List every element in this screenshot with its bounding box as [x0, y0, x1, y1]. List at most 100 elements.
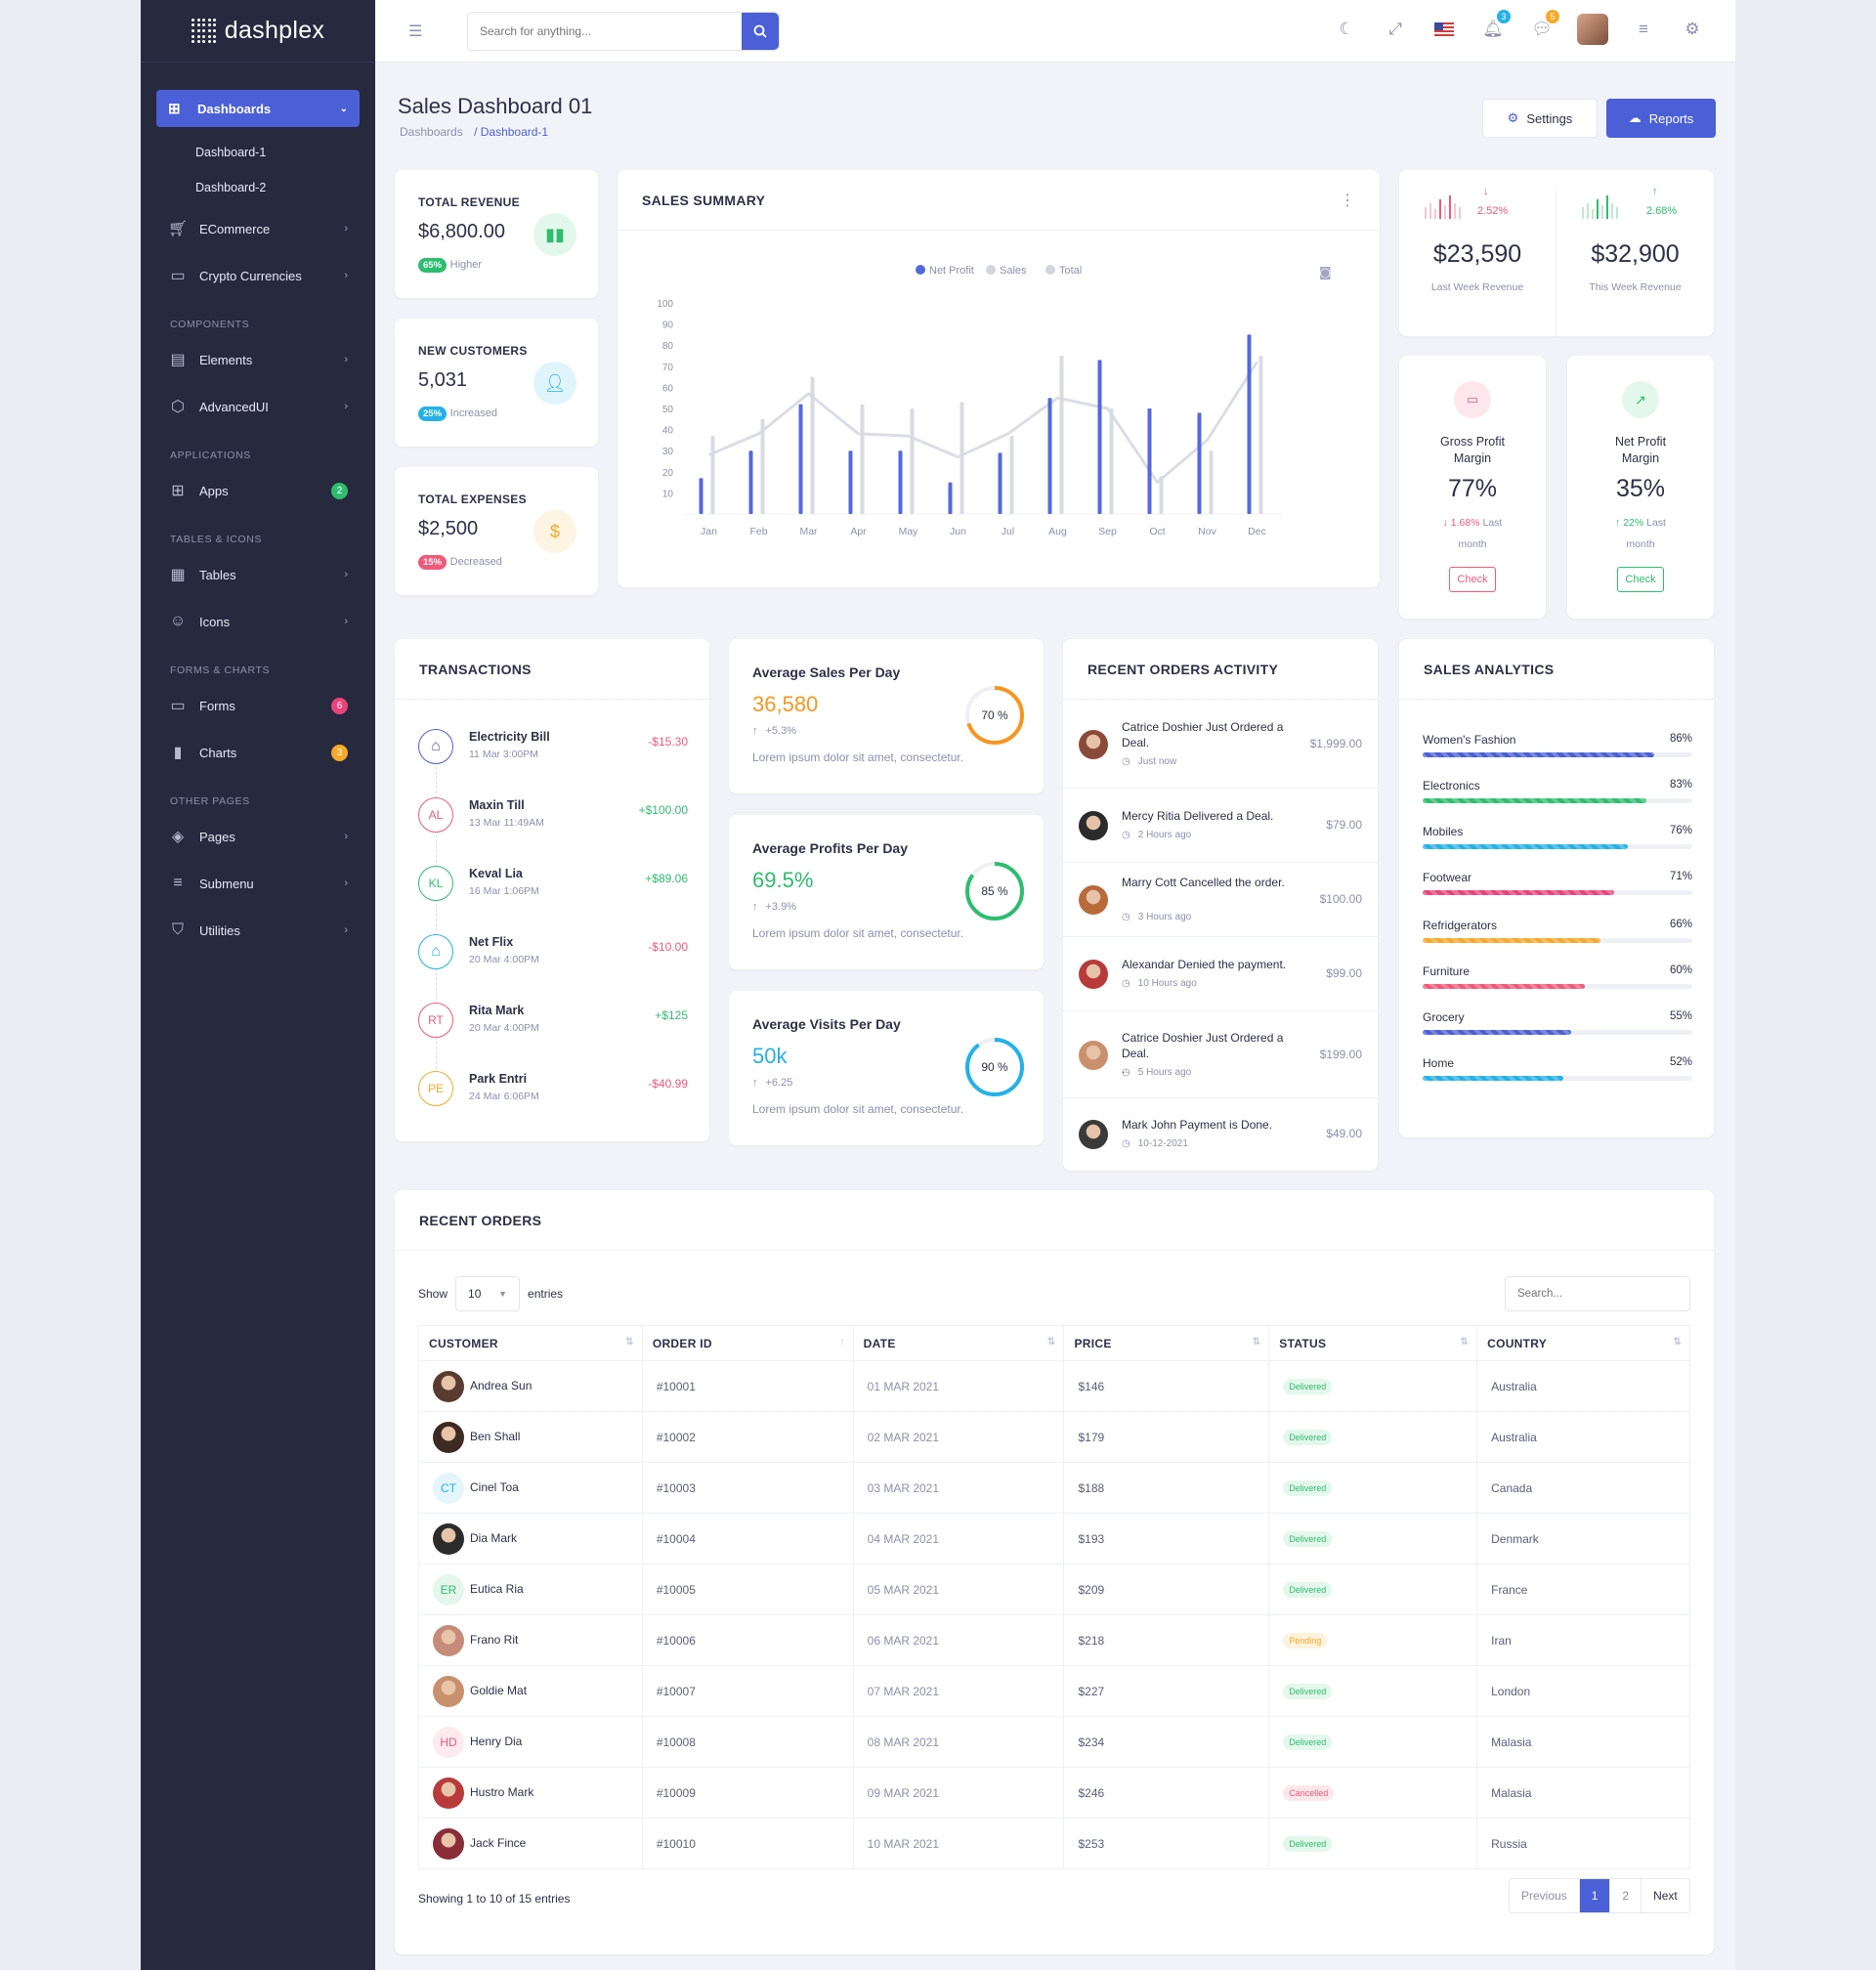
settings-button[interactable]: ⚙ Settings	[1482, 99, 1598, 138]
sidebar-item-charts[interactable]: ▮ Charts 3	[156, 729, 360, 776]
column-header[interactable]: CUSTOMER ⇅	[418, 1325, 643, 1361]
sidebar-item-ecommerce[interactable]: 🛒︎ ECommerce ›	[156, 205, 360, 252]
change-label: 2.68%	[1646, 205, 1678, 217]
sidebar-item-dashboards[interactable]: ⊞ Dashboards ⌄	[156, 90, 360, 127]
sidebar-toggle-icon[interactable]: ☰	[408, 23, 423, 40]
sidebar-item-label: Submenu	[199, 876, 254, 891]
bell-icon[interactable]: 🔔︎ 3	[1479, 10, 1511, 43]
bar-sales	[910, 408, 915, 514]
activity-row[interactable]: Catrice Doshier Just Ordered a Deal.. ◷ 5 …	[1063, 1011, 1378, 1098]
sidebar-item-crypto[interactable]: ▭ Crypto Currencies ›	[156, 252, 360, 299]
pagination-next[interactable]: Next	[1653, 1889, 1678, 1903]
transaction-row[interactable]: KL Keval Lia 16 Mar 1:06PM +$89.06	[418, 864, 688, 903]
transaction-name: Net Flix	[469, 935, 514, 949]
margin-value: 35%	[1615, 475, 1666, 502]
mini-bar-chart-icon	[1425, 195, 1461, 219]
sidebar-section-title: FORMS & CHARTS	[170, 664, 271, 676]
sidebar-item-advancedui[interactable]: ⬡ AdvancedUI ›	[156, 383, 360, 430]
sidebar-item-label: Utilities	[199, 922, 240, 938]
order-id: #10007	[641, 1665, 854, 1717]
sidebar-item-submenu[interactable]: ≡ Submenu ›	[156, 860, 360, 907]
table-row[interactable]: Frano Rit #10006 06 MAR 2021 $218 Pending Ira…	[418, 1614, 1690, 1666]
sidebar-item-elements[interactable]: ▤ Elements ›	[156, 336, 360, 383]
user-avatar[interactable]	[1577, 14, 1608, 45]
table-row[interactable]: Hustro Mark #10009 09 MAR 2021 $246 Cancelle…	[418, 1767, 1690, 1819]
sidebar-item-forms[interactable]: ▭ Forms 6	[156, 682, 360, 729]
activity-row[interactable]: Mark John Payment is Done. ◷ 10-12-2021 $49…	[1063, 1098, 1378, 1171]
column-header[interactable]: STATUS ⇅	[1268, 1325, 1478, 1361]
order-id: #10006	[641, 1614, 854, 1666]
page-length-select[interactable]: 10 ▼	[455, 1276, 521, 1311]
sidebar-item-icons[interactable]: ☺ Icons ›	[156, 598, 360, 645]
reports-button[interactable]: ☁ Reports	[1606, 99, 1716, 138]
camera-icon[interactable]: ◙	[1319, 266, 1332, 280]
check-button[interactable]: Check	[1617, 567, 1664, 592]
table-row[interactable]: CT Cinel Toa #10003 03 MAR 2021 $188 Delivere…	[418, 1462, 1690, 1514]
sidebar-item-utilities[interactable]: ⛉ Utilities ›	[156, 907, 360, 954]
breadcrumb-item[interactable]: Dashboards	[400, 125, 463, 139]
more-vertical-icon[interactable]: ⋮	[1340, 192, 1355, 209]
activity-row[interactable]: Mercy Ritia Delivered a Deal. ◷ 2 Hours ag…	[1063, 789, 1378, 863]
moon-icon[interactable]: ☾	[1339, 20, 1354, 38]
status-cell: Delivered	[1268, 1411, 1478, 1463]
column-header[interactable]: DATE ⇅	[852, 1325, 1065, 1361]
sidebar-subitem-dashboard-2[interactable]: Dashboard-2	[195, 181, 267, 194]
table-row[interactable]: Ben Shall #10002 02 MAR 2021 $179 Delivered A…	[418, 1411, 1690, 1463]
analytics-percent: 86%	[1669, 733, 1692, 745]
chevron-right-icon: ›	[344, 569, 348, 580]
column-header[interactable]: PRICE ⇅	[1063, 1325, 1270, 1361]
sidebar-item-pages[interactable]: ◈ Pages ›	[156, 813, 360, 860]
avatar	[1079, 811, 1108, 840]
us-flag-icon[interactable]	[1430, 16, 1458, 43]
activity-row[interactable]: Catrice Doshier Just Ordered a Deal. ◷ Jus…	[1063, 700, 1378, 789]
order-country: Australia	[1476, 1360, 1690, 1412]
table-search-input[interactable]	[1505, 1276, 1690, 1311]
status-cell: Delivered	[1268, 1513, 1478, 1564]
transaction-row[interactable]: RT Rita Mark 20 Mar 4:00PM +$125	[418, 1001, 688, 1040]
transaction-date: 20 Mar 4:00PM	[469, 1022, 539, 1034]
activity-row[interactable]: Marry Cott Cancelled the order. ◷ 3 Hours …	[1063, 863, 1378, 937]
message-icon[interactable]: 💬︎ 5	[1528, 10, 1559, 43]
gear-icon[interactable]: ⚙	[1684, 20, 1700, 38]
activity-amount: $199.00	[1319, 1047, 1362, 1061]
column-header-label: DATE	[863, 1336, 896, 1350]
transaction-row[interactable]: ⌂ Net Flix 20 Mar 4:00PM -$10.00	[418, 932, 688, 971]
search-input[interactable]	[468, 13, 742, 50]
revenue-value: $32,900	[1591, 240, 1680, 268]
pagination-page-1[interactable]: 1	[1579, 1879, 1611, 1912]
table-row[interactable]: Dia Mark #10004 04 MAR 2021 $193 Delivered De…	[418, 1513, 1690, 1564]
change-label: 2.52%	[1477, 205, 1509, 217]
sidebar-subitem-dashboard-1[interactable]: Dashboard-1	[195, 146, 267, 159]
avg-value: 50k	[752, 1044, 788, 1068]
brand-logo[interactable]: dashplex	[141, 0, 375, 63]
column-header[interactable]: ORDER ID ↑	[641, 1325, 854, 1361]
analytics-label: Electronics	[1423, 779, 1480, 792]
transaction-row[interactable]: PE Park Entri 24 Mar 6:06PM -$40.99	[418, 1069, 688, 1108]
customer-cell: HD Henry Dia	[418, 1716, 643, 1768]
transaction-row[interactable]: ⌂ Electricity Bill 11 Mar 3:00PM -$15.30	[418, 727, 688, 766]
pagination-page-2[interactable]: 2	[1610, 1879, 1642, 1912]
status-cell: Delivered	[1268, 1818, 1478, 1869]
search-button[interactable]	[742, 13, 779, 50]
fullscreen-icon[interactable]: ⤢	[1388, 20, 1402, 38]
customer-name: Hustro Mark	[470, 1784, 534, 1799]
table-row[interactable]: ER Eutica Ria #10005 05 MAR 2021 $209 Deliver…	[418, 1563, 1690, 1615]
table-row[interactable]: Andrea Sun #10001 01 MAR 2021 $146 Delivered…	[418, 1360, 1690, 1412]
transaction-amount: +$89.06	[645, 872, 688, 885]
sidebar-item-tables[interactable]: ▦ Tables ›	[156, 551, 360, 598]
table-row[interactable]: Jack Fince #10010 10 MAR 2021 $253 Delivered…	[418, 1818, 1690, 1869]
table-row[interactable]: Goldie Mat #10007 07 MAR 2021 $227 Delivered…	[418, 1665, 1690, 1717]
column-header[interactable]: COUNTRY ⇅	[1476, 1325, 1690, 1361]
order-price: $209	[1063, 1563, 1270, 1615]
check-button[interactable]: Check	[1449, 567, 1496, 592]
order-country: Russia	[1476, 1818, 1690, 1869]
transaction-row[interactable]: AL Maxin Till 13 Mar 11:49AM +$100.00	[418, 795, 688, 835]
pagination-previous[interactable]: Previous	[1510, 1879, 1580, 1912]
activity-row[interactable]: Alexandar Denied the payment. ◷ 10 Hours a…	[1063, 937, 1378, 1011]
table-row[interactable]: HD Henry Dia #10008 08 MAR 2021 $234 Delivere…	[418, 1716, 1690, 1768]
sidebar-item-apps[interactable]: ⊞ Apps 2	[156, 467, 360, 514]
breadcrumb: Dashboards / Dashboard-1	[400, 125, 548, 139]
menu-lines-icon[interactable]: ≡	[1639, 20, 1648, 38]
grid-icon: ⊞	[171, 483, 185, 499]
margin-change: ↓ 1.68% Last month	[1399, 512, 1546, 555]
